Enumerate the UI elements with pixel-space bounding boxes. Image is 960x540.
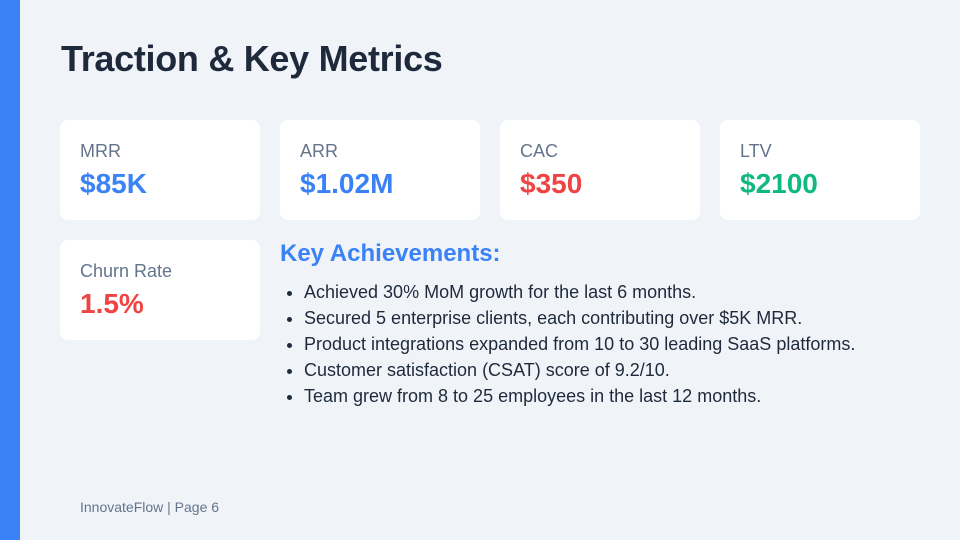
achievements-list: Achieved 30% MoM growth for the last 6 m…	[280, 279, 940, 409]
list-item: Achieved 30% MoM growth for the last 6 m…	[304, 279, 940, 305]
list-item: Customer satisfaction (CSAT) score of 9.…	[304, 357, 940, 383]
metric-label: ARR	[300, 141, 339, 161]
metric-value: 1.5%	[80, 288, 144, 319]
metric-value: $85K	[80, 168, 147, 199]
metric-label: MRR	[80, 141, 121, 161]
metric-card-churn-rate: Churn Rate 1.5%	[60, 240, 260, 340]
metric-value: $350	[520, 168, 583, 199]
metric-label: Churn Rate	[80, 261, 173, 281]
metric-card-ltv: LTV $2100	[720, 120, 920, 220]
list-item: Team grew from 8 to 25 employees in the …	[304, 383, 940, 409]
metric-value: $1.02M	[300, 168, 394, 199]
metric-label: CAC	[520, 141, 559, 161]
slide-title: Traction & Key Metrics	[61, 38, 443, 79]
achievements-heading: Key Achievements:	[280, 240, 501, 267]
list-item: Secured 5 enterprise clients, each contr…	[304, 305, 940, 331]
metric-card-arr: ARR $1.02M	[280, 120, 480, 220]
metric-value: $2100	[740, 168, 818, 199]
accent-bar	[0, 0, 20, 540]
metric-card-cac: CAC $350	[500, 120, 700, 220]
key-achievements-section: Key Achievements: Achieved 30% MoM growt…	[280, 239, 940, 409]
slide-footer: InnovateFlow | Page 6	[80, 499, 220, 515]
list-item: Product integrations expanded from 10 to…	[304, 331, 940, 357]
metric-card-mrr: MRR $85K	[60, 120, 260, 220]
metric-label: LTV	[740, 141, 772, 161]
